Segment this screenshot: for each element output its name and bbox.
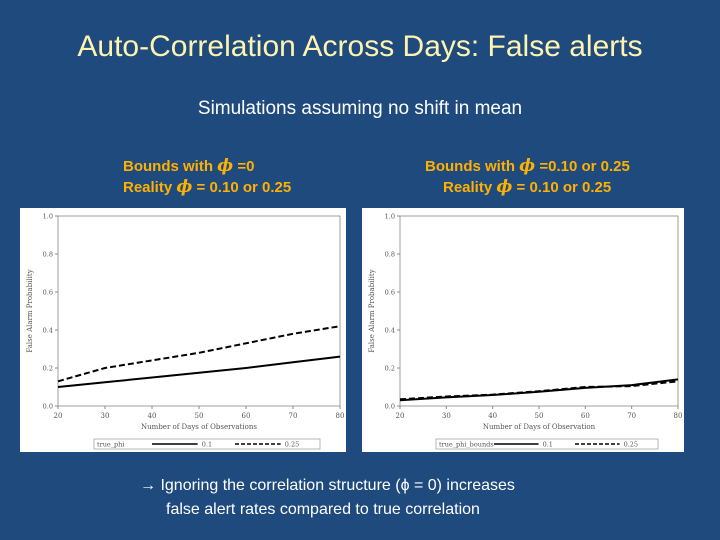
phi-symbol: ϕ xyxy=(217,156,234,176)
y-tick-label: 0.8 xyxy=(43,251,53,259)
left-panel-caption: Bounds with ϕ =0 Reality ϕ = 0.10 or 0.2… xyxy=(123,156,291,198)
x-axis-label: Number of Days of Observations xyxy=(141,423,257,431)
y-tick-label: 0.6 xyxy=(385,289,395,297)
x-tick-label: 60 xyxy=(242,412,251,420)
slide-subtitle: Simulations assuming no shift in mean xyxy=(197,98,523,119)
x-tick-label: 40 xyxy=(488,412,497,420)
left-caption-line1-suffix: =0 xyxy=(233,158,255,175)
legend-box xyxy=(93,438,321,450)
x-tick-label: 20 xyxy=(54,412,63,420)
right-caption-line2-suffix: = 0.10 or 0.25 xyxy=(512,179,612,196)
legend-entry-0.25: 0.25 xyxy=(285,441,299,449)
x-tick-label: 70 xyxy=(289,412,298,420)
left-caption-line2-prefix: Reality xyxy=(123,179,177,196)
x-axis-label: Number of Days of Observation xyxy=(483,423,596,431)
x-tick-label: 40 xyxy=(148,412,157,420)
right-caption-line1: Bounds with ϕ =0.10 or 0.25 xyxy=(425,156,630,177)
y-tick-label: 0.4 xyxy=(43,327,53,335)
x-tick-label: 50 xyxy=(535,412,544,420)
x-tick-label: 60 xyxy=(581,412,590,420)
right-caption-line2-prefix: Reality xyxy=(443,179,497,196)
plot-frame xyxy=(57,215,341,407)
right-caption-line1-prefix: Bounds with xyxy=(425,158,520,175)
footnote: → Ignoring the correlation structure (ϕ … xyxy=(140,474,700,522)
left-caption-line2-suffix: = 0.10 or 0.25 xyxy=(192,179,292,196)
y-tick-label: 0.2 xyxy=(385,365,395,373)
phi-symbol: ϕ xyxy=(519,156,536,176)
legend-box xyxy=(435,438,659,450)
footnote-line1: → Ignoring the correlation structure (ϕ … xyxy=(140,477,515,494)
x-tick-label: 80 xyxy=(674,412,683,420)
y-axis-label: False Alarm Probability xyxy=(368,269,376,352)
x-tick-label: 80 xyxy=(336,412,345,420)
y-tick-label: 0.2 xyxy=(43,365,53,373)
footnote-line2: false alert rates compared to true corre… xyxy=(166,501,480,518)
y-tick-label: 0.4 xyxy=(385,327,395,335)
slide-title: Auto-Correlation Across Days: False aler… xyxy=(77,30,643,63)
left-caption-line1: Bounds with ϕ =0 xyxy=(123,156,291,177)
right-caption-line1-suffix: =0.10 or 0.25 xyxy=(535,158,630,175)
legend-entry-0.1: 0.1 xyxy=(202,441,212,449)
phi-symbol: ϕ xyxy=(496,177,513,197)
legend-title: true_phi xyxy=(97,441,124,449)
x-tick-label: 20 xyxy=(396,412,405,420)
x-tick-label: 70 xyxy=(627,412,636,420)
right-caption-line2: Reality ϕ = 0.10 or 0.25 xyxy=(425,177,630,198)
x-tick-label: 30 xyxy=(101,412,110,420)
series-line-0.1 xyxy=(57,355,341,388)
legend-title: true_phi_bounds xyxy=(439,441,494,449)
phi-symbol: ϕ xyxy=(176,177,193,197)
x-tick-label: 50 xyxy=(195,412,204,420)
left-caption-line1-prefix: Bounds with xyxy=(123,158,218,175)
legend-entry-0.25: 0.25 xyxy=(624,441,638,449)
y-tick-label: 1.0 xyxy=(43,213,53,221)
y-tick-label: 0.6 xyxy=(43,289,53,297)
left-caption-line2: Reality ϕ = 0.10 or 0.25 xyxy=(123,177,291,198)
series-line-0.25 xyxy=(57,325,341,383)
plot-frame xyxy=(399,215,679,407)
y-tick-label: 0.0 xyxy=(385,403,395,411)
right-panel-caption: Bounds with ϕ =0.10 or 0.25 Reality ϕ = … xyxy=(425,156,630,198)
series-line-0.25 xyxy=(399,380,679,401)
legend-entry-0.1: 0.1 xyxy=(543,441,553,449)
y-tick-label: 0.8 xyxy=(385,251,395,259)
left-line-chart: 20 30 40 50 60 70 80 0.0 0.2 0.4 0.6 0.8 1.0 Number o… xyxy=(20,208,346,452)
y-tick-label: 0.0 xyxy=(43,403,53,411)
y-axis-label: False Alarm Probability xyxy=(26,269,34,352)
right-line-chart: 20 30 40 50 60 70 80 0.0 0.2 0.4 0.6 0.8 1.0 Number o… xyxy=(362,208,684,452)
y-tick-label: 1.0 xyxy=(385,213,395,221)
x-tick-label: 30 xyxy=(442,412,451,420)
